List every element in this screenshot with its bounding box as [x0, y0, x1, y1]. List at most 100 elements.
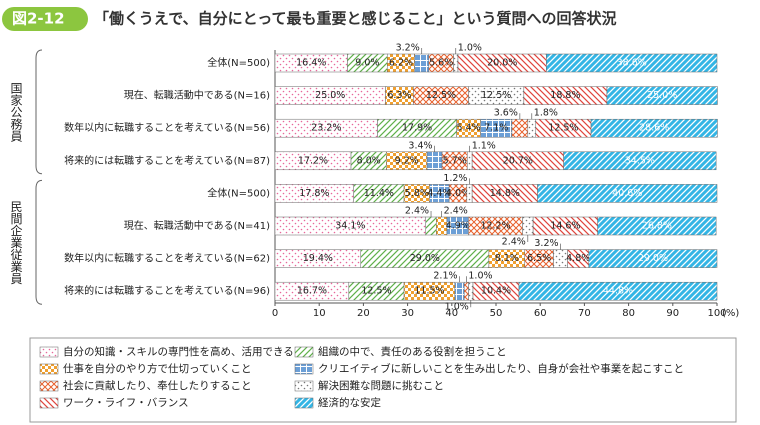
legend-label: 仕事を自分のやり方で仕切っていくこと: [63, 362, 251, 375]
value-label: 25.0%: [315, 90, 345, 101]
category-label: 全体(N=500): [207, 186, 270, 199]
value-label: 9.2%: [395, 155, 419, 166]
bar-segment: [588, 249, 718, 268]
value-label: 3.6%: [494, 108, 518, 119]
bar-segment: [425, 216, 437, 236]
x-tick-label: 70: [578, 308, 591, 319]
value-label: 2.4%: [405, 206, 429, 217]
value-label: 25.0%: [647, 90, 677, 101]
figure-label: 図2-12: [12, 10, 65, 28]
legend-swatch: [39, 346, 59, 358]
bar-segment: [463, 281, 469, 301]
value-label: 9.0%: [355, 58, 379, 69]
value-label: 34.1%: [335, 221, 365, 232]
value-label: 44.8%: [603, 286, 633, 297]
x-tick-label: 20: [357, 308, 370, 319]
value-label: 6.3%: [387, 90, 411, 101]
value-label: 14.6%: [550, 221, 580, 232]
legend-swatch: [39, 363, 59, 375]
bar-segment: [597, 216, 717, 236]
legend-label: 自分の知識・スキルの専門性を高め、活用できること: [63, 345, 315, 358]
value-label: 12.5%: [361, 286, 391, 297]
group-bracket: [35, 49, 43, 175]
legend-swatch: [39, 380, 59, 392]
value-label: 4.0%: [446, 188, 470, 199]
legend-swatch: [294, 346, 314, 358]
value-label: 3.4%: [408, 140, 432, 151]
value-label: 8.1%: [495, 253, 519, 264]
value-label: 6.2%: [389, 58, 413, 69]
value-label: 29.0%: [638, 253, 668, 264]
bar-segment: [414, 53, 430, 73]
x-tick-label: 30: [401, 308, 414, 319]
legend-swatch: [294, 380, 314, 392]
x-tick-label: 40: [445, 308, 458, 319]
value-label: 12.2%: [480, 221, 510, 232]
value-label: 3.2%: [534, 238, 558, 249]
value-label: 17.2%: [298, 155, 328, 166]
legend-box: [29, 337, 737, 423]
bar-segment: [537, 184, 718, 203]
category-label: 将来的には転職することを考えている(N=96): [64, 284, 270, 297]
value-label: 1.1%: [472, 140, 496, 151]
value-label: 10.4%: [481, 286, 511, 297]
group-label: 国家公務員: [9, 82, 23, 142]
value-label: 4.4%: [427, 188, 451, 199]
legend-label: 社会に貢献したり、奉仕したりすること: [63, 379, 252, 392]
value-label: 6.5%: [527, 253, 551, 264]
legend-label: 経済的な安定: [318, 396, 381, 409]
group-bracket: [35, 179, 43, 305]
value-label: 17.8%: [299, 188, 329, 199]
category-label: 数年以内に転職することを考えている(N=62): [64, 252, 270, 265]
value-label: 14.8%: [490, 188, 520, 199]
bar-segment: [563, 151, 717, 171]
legend-swatch: [294, 363, 314, 375]
bar-segment: [466, 184, 473, 203]
value-label: 11.5%: [414, 286, 444, 297]
value-label: 5.6%: [429, 58, 453, 69]
category-label: 現在、転職活動中である(N=41): [124, 219, 270, 232]
bar-segment: [511, 118, 529, 138]
bar-segment: [468, 281, 474, 301]
x-tick-label: 90: [666, 308, 679, 319]
bar-segment: [426, 151, 443, 171]
value-label: 29.0%: [410, 253, 440, 264]
value-label: 2.1%: [433, 271, 457, 282]
legend-swatch: [39, 397, 59, 409]
value-label: 38.6%: [617, 58, 647, 69]
bar-segment: [454, 281, 465, 301]
value-label: 1.8%: [534, 108, 558, 119]
category-label: 全体(N=500): [207, 56, 270, 69]
bar-segment: [546, 53, 718, 73]
value-label: 1.0%: [458, 43, 482, 54]
legend-swatch: [294, 397, 314, 409]
x-tick-label: 60: [534, 308, 547, 319]
value-label: 8.0%: [357, 155, 381, 166]
value-label: 4.8%: [566, 253, 590, 264]
value-label: 16.7%: [297, 286, 327, 297]
bar-segment: [522, 216, 534, 236]
figure-badge: [2, 7, 88, 31]
bar-segment: [527, 118, 537, 138]
x-tick-label: 10: [313, 308, 326, 319]
value-label: 16.4%: [296, 58, 326, 69]
chart-title: 「働くうえで、自分にとって最も重要と感じること」という質問への回答状況: [94, 10, 616, 28]
legend-label: 組織の中で、責任のある役割を担うこと: [318, 345, 507, 358]
x-tick-label: 100: [707, 308, 726, 319]
value-label: 17.9%: [402, 123, 432, 134]
value-label: 4.9%: [446, 221, 470, 232]
value-label: 2.4%: [444, 206, 468, 217]
category-label: 数年以内に転職することを考えている(N=56): [64, 121, 270, 134]
x-axis-label: (%): [722, 308, 739, 319]
x-tick-label: 50: [490, 308, 503, 319]
value-label: 1.0%: [445, 302, 469, 313]
bar-segment: [590, 118, 718, 138]
bar-segment: [453, 53, 459, 73]
value-label: 20.0%: [487, 58, 517, 69]
category-label: 現在、転職活動中である(N=16): [124, 89, 270, 102]
bar-segment: [518, 281, 718, 301]
value-label: 1.2%: [443, 173, 467, 184]
x-tick-label: 80: [622, 308, 635, 319]
value-label: 5.7%: [443, 155, 467, 166]
